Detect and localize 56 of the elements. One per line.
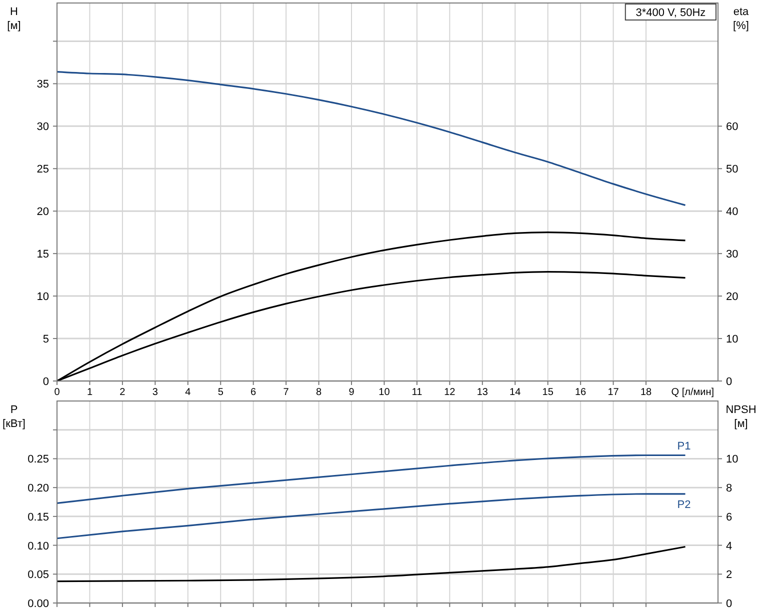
y2-tick-label: 40 [726, 206, 738, 218]
series-label: P2 [677, 498, 691, 511]
x-tick-label: 18 [640, 387, 652, 398]
x-tick-label: 12 [444, 387, 456, 398]
x-tick-label: 16 [575, 387, 587, 398]
y-tick-label: 0.00 [28, 598, 49, 610]
y2-tick-label: 8 [726, 482, 732, 495]
y-tick-label: 0.20 [28, 482, 49, 495]
x-tick-label: 6 [250, 387, 257, 398]
y2-tick-label: 60 [726, 121, 738, 134]
x-tick-label: 9 [348, 387, 355, 398]
x-tick-label: 3 [152, 387, 158, 398]
x-tick-label: 17 [608, 387, 620, 398]
y-tick-label: 0.25 [28, 454, 49, 466]
y2-tick-label: 2 [726, 569, 732, 582]
y-tick-label: 30 [36, 121, 49, 134]
x-tick-label: 14 [510, 387, 522, 398]
x-tick-label: 0 [54, 387, 60, 398]
x-tick-label: 5 [218, 387, 224, 398]
x-tick-label: 15 [542, 387, 554, 398]
x-tick-label: 11 [412, 387, 423, 398]
y2-tick-label: 50 [726, 164, 738, 176]
annotation: 3*400 V, 50Hz [636, 7, 706, 19]
x-tick-label: 7 [283, 387, 290, 398]
y-tick-label: 10 [36, 291, 49, 304]
x-tick-label: 13 [476, 387, 488, 398]
y-tick-label: 25 [36, 164, 49, 176]
y-axis-title: P [кВт] [2, 404, 26, 430]
y2-tick-label: 10 [726, 454, 738, 466]
y-tick-label: 35 [36, 78, 49, 91]
y2-tick-label: 10 [726, 334, 738, 346]
x-tick-label: 8 [316, 387, 322, 398]
y-tick-label: 0.15 [28, 511, 49, 524]
y-tick-label: 15 [36, 248, 49, 261]
y2-tick-label: 30 [726, 248, 738, 261]
y2-tick-label: 4 [726, 540, 732, 552]
y-tick-label: 5 [42, 334, 49, 346]
y2-tick-label: 6 [726, 511, 732, 524]
y-tick-label: 0.10 [28, 540, 49, 552]
y2-tick-label: 0 [726, 376, 732, 388]
x-axis-title: Q [л/мин] [671, 387, 714, 398]
y2-axis-title: eta [%] [733, 6, 750, 32]
y-tick-label: 20 [36, 206, 49, 218]
line-series [56, 71, 686, 206]
line-series [56, 546, 686, 582]
x-tick-label: 1 [86, 387, 93, 398]
series-label: P1 [677, 440, 691, 452]
x-tick-label: 10 [378, 387, 390, 398]
y-tick-label: 0.05 [28, 569, 49, 582]
y2-axis-title: NPSH [м] [726, 404, 756, 430]
y-tick-label: 0 [42, 376, 49, 388]
y2-tick-label: 20 [726, 291, 738, 304]
y-axis-title: H [м] [7, 6, 21, 32]
x-tick-label: 4 [185, 387, 192, 398]
x-tick-label: 2 [120, 387, 126, 398]
y2-tick-label: 0 [726, 598, 732, 610]
